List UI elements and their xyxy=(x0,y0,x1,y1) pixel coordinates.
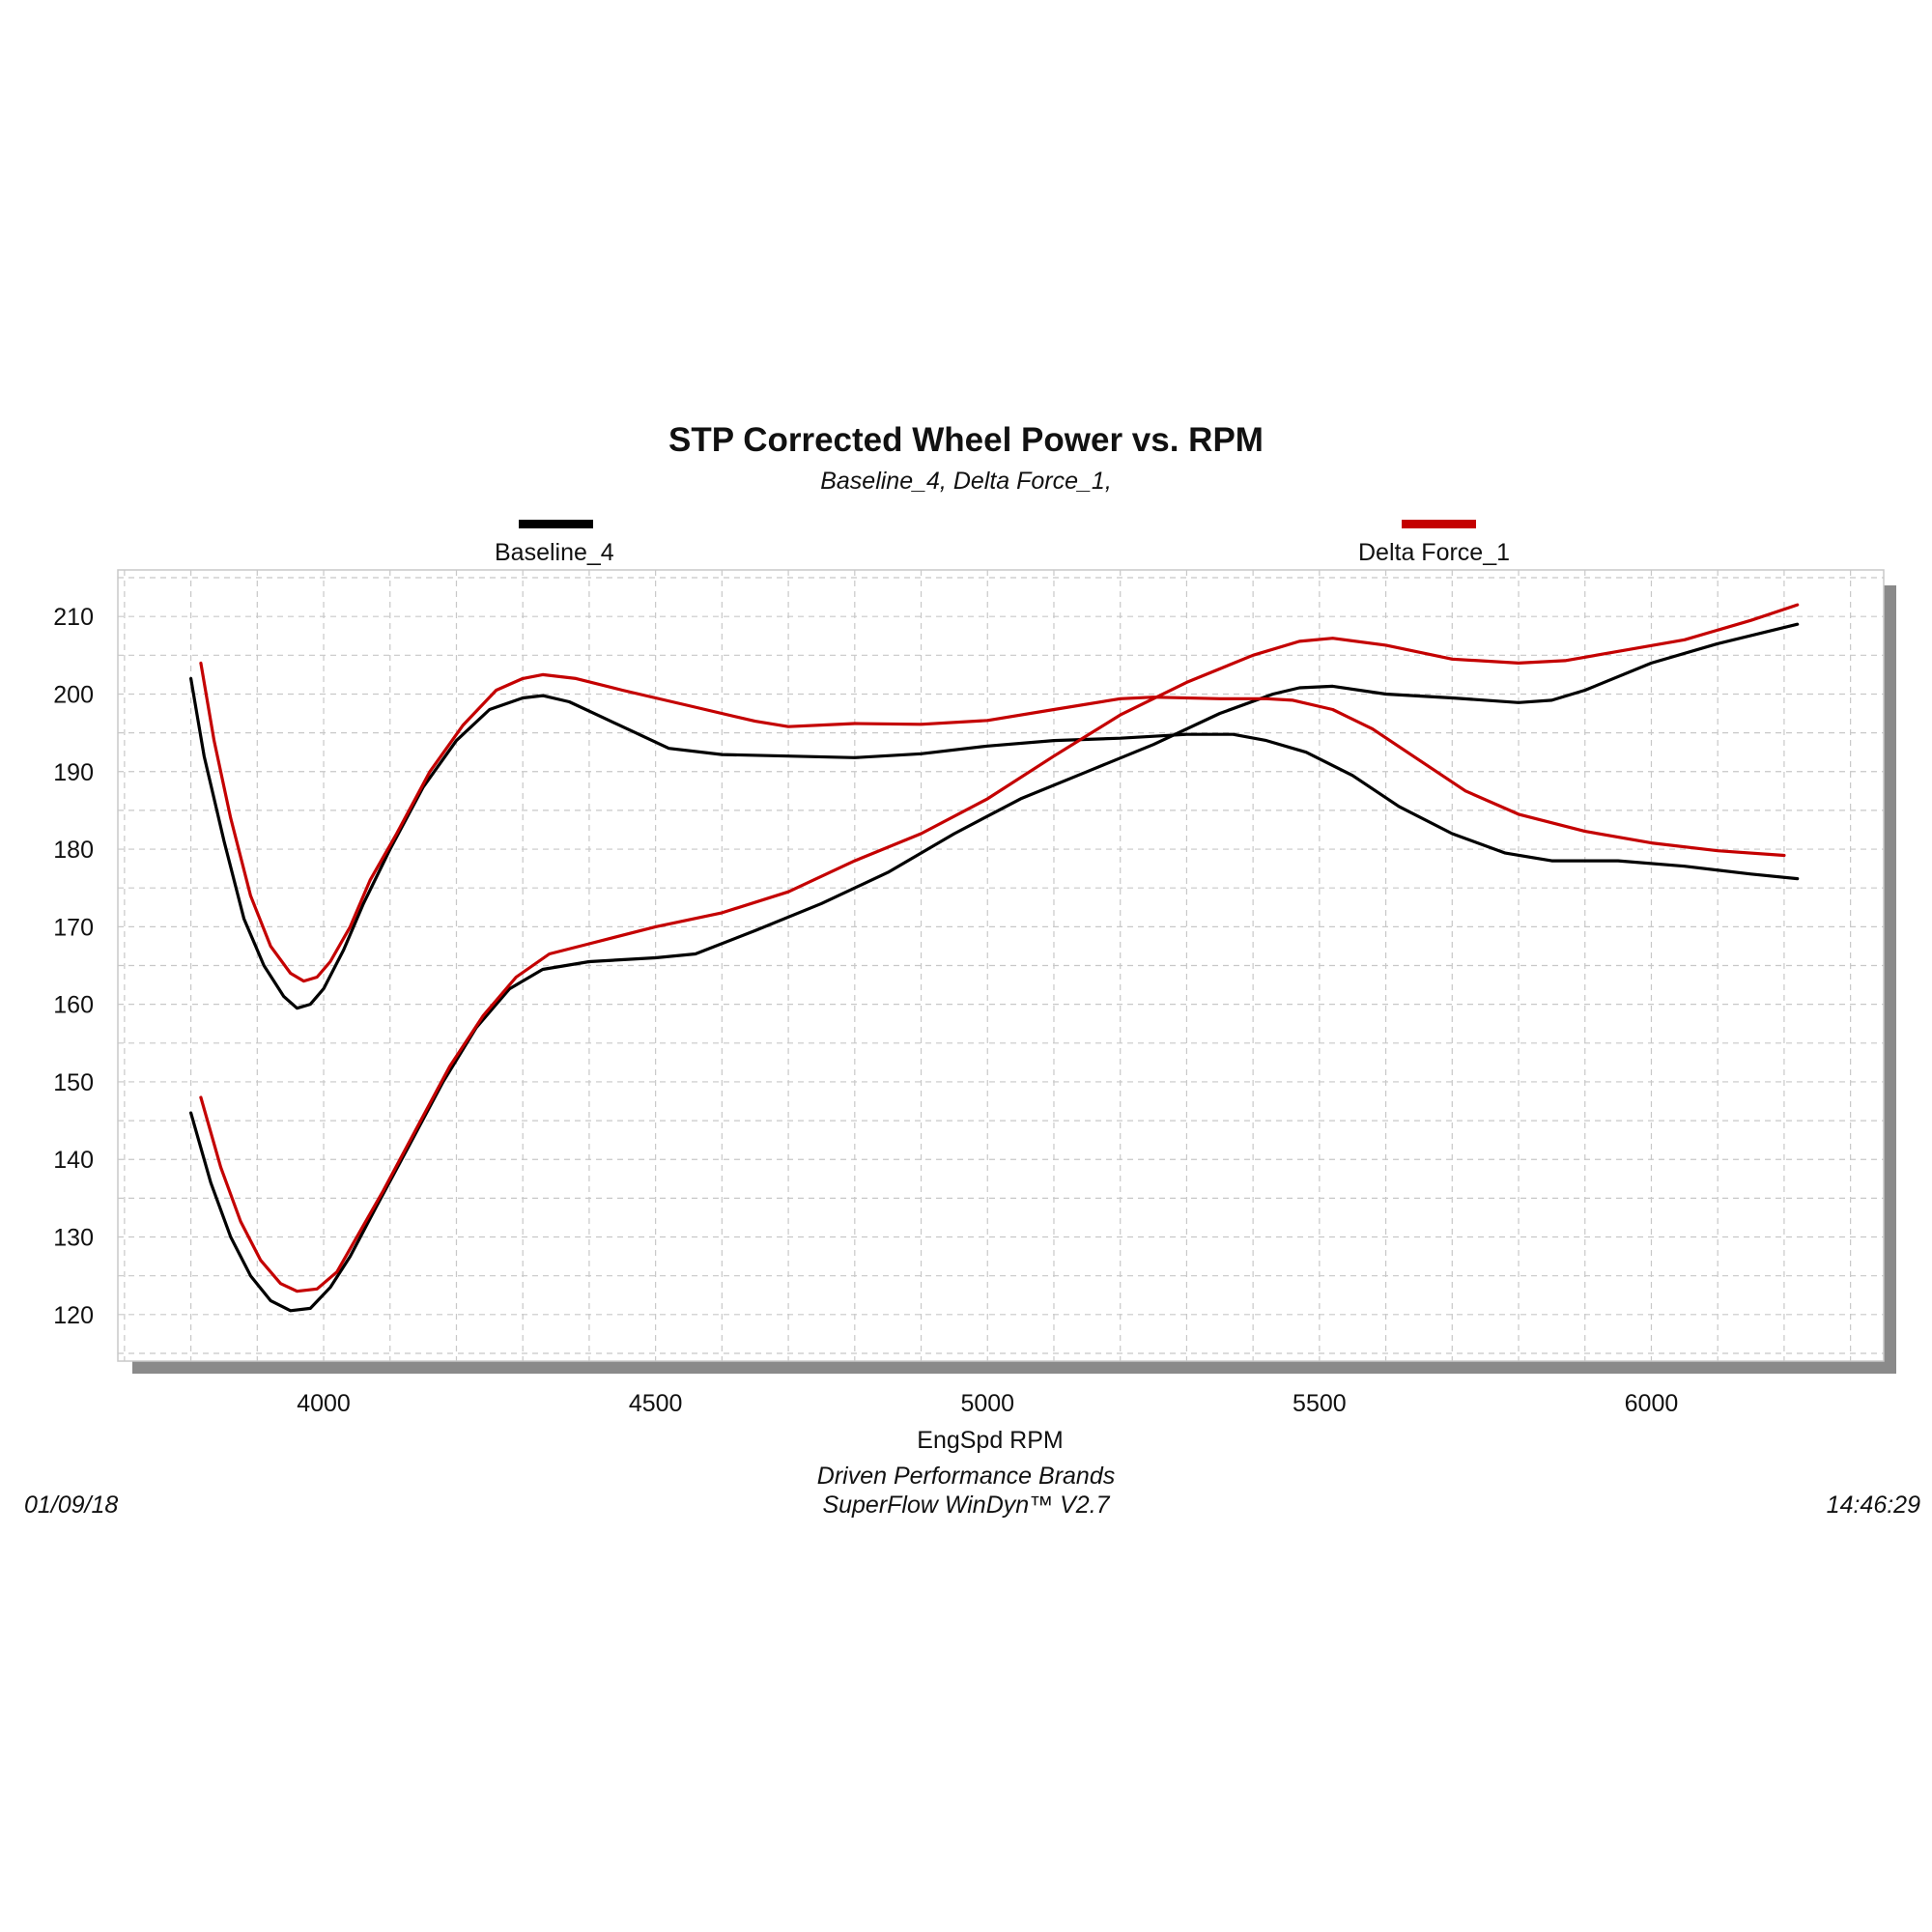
y-axis-ticks: 120 130 140 150 160 170 180 190 200 210 xyxy=(53,604,94,1329)
series-line-delta-force-1 xyxy=(199,661,1786,983)
x-axis-ticks: 4000 4500 5000 5500 6000 xyxy=(297,1390,1678,1417)
y-tick-label: 140 xyxy=(53,1147,94,1174)
series-line-baseline-4 xyxy=(189,622,1800,1313)
x-tick-label: 4500 xyxy=(629,1390,683,1417)
y-tick-label: 150 xyxy=(53,1069,94,1096)
x-tick-label: 4000 xyxy=(297,1390,351,1417)
y-tick-label: 120 xyxy=(53,1302,94,1329)
y-tick-label: 210 xyxy=(53,604,94,631)
footer-time: 14:46:29 xyxy=(1826,1492,1920,1519)
legend-swatch-delta xyxy=(1402,520,1476,528)
x-tick-label: 5500 xyxy=(1293,1390,1347,1417)
series-line-baseline-4 xyxy=(189,676,1800,1010)
x-axis-label: EngSpd RPM xyxy=(917,1427,1063,1454)
x-tick-label: 6000 xyxy=(1625,1390,1679,1417)
chart-title: STP Corrected Wheel Power vs. RPM xyxy=(668,421,1264,459)
series-line-delta-force-1 xyxy=(199,603,1800,1293)
y-tick-label: 180 xyxy=(53,837,94,864)
y-tick-label: 160 xyxy=(53,992,94,1019)
legend-label-delta: Delta Force_1 xyxy=(1358,539,1511,566)
footer-software: SuperFlow WinDyn™ V2.7 xyxy=(822,1492,1110,1519)
x-tick-label: 5000 xyxy=(960,1390,1014,1417)
footer-date: 01/09/18 xyxy=(24,1492,119,1519)
legend-swatch-baseline xyxy=(519,520,593,528)
y-tick-label: 190 xyxy=(53,759,94,786)
plot-shadow-bottom xyxy=(132,1361,1896,1374)
y-tick-label: 170 xyxy=(53,914,94,941)
legend-label-baseline: Baseline_4 xyxy=(495,539,614,566)
grid xyxy=(118,570,1884,1361)
footer-company: Driven Performance Brands xyxy=(816,1463,1116,1490)
plot-shadow-right xyxy=(1884,585,1896,1374)
y-tick-label: 200 xyxy=(53,681,94,708)
chart-subtitle: Baseline_4, Delta Force_1, xyxy=(820,468,1112,495)
series-lines xyxy=(189,603,1800,1313)
y-tick-label: 130 xyxy=(53,1225,94,1252)
